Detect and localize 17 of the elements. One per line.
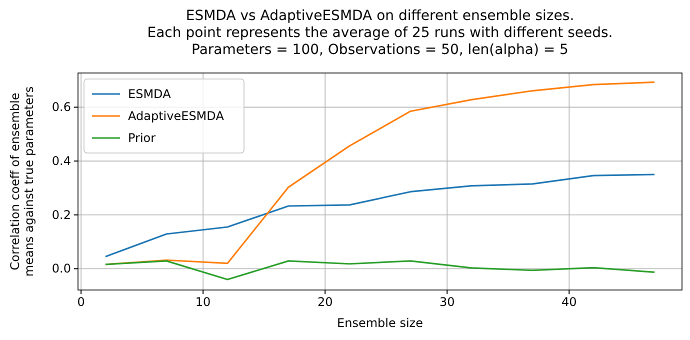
x-axis-title: Ensemble size — [337, 316, 423, 330]
line-series — [104, 260, 656, 280]
legend-label: Prior — [128, 131, 156, 145]
y-tick-label: 0.4 — [52, 154, 71, 168]
x-tick-label: 30 — [439, 295, 455, 309]
y-tick-label: 0.6 — [52, 100, 71, 114]
legend-label: AdaptiveESMDA — [128, 109, 225, 123]
x-tick-label: 10 — [195, 295, 211, 309]
y-tick-label: 0.2 — [52, 208, 71, 222]
x-tick-label: 40 — [561, 295, 577, 309]
y-tick-label: 0.0 — [52, 262, 71, 276]
x-tick-label: 20 — [317, 295, 333, 309]
x-tick-label: 0 — [77, 295, 85, 309]
chart-title: ESMDA vs AdaptiveESMDA on different ensemble sizes. Each point represents the average of 25 runs with different seeds. Parameters = 100, Observations = 50, len(alpha) = 5 — [147, 8, 613, 58]
line-series — [104, 174, 656, 258]
legend-label: ESMDA — [128, 87, 172, 101]
y-axis-title: Correlation coeff of ensemble means against true parameters — [8, 86, 36, 277]
